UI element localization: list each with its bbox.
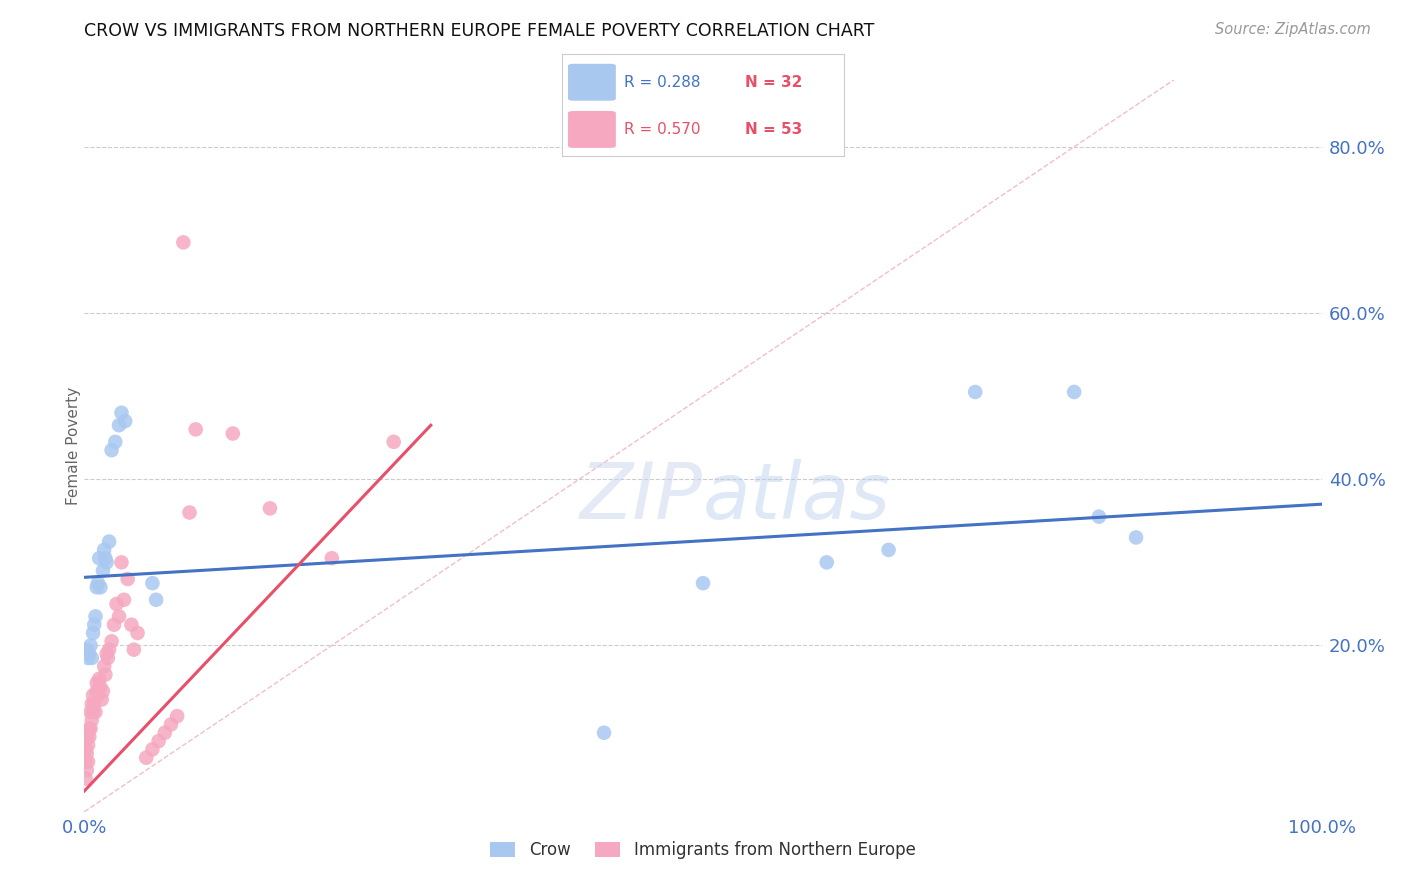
Point [1088,509,1111,524]
Text: Source: ZipAtlas.com: Source: ZipAtlas.com [1215,22,1371,37]
Point [76,763,98,777]
Point [93,542,115,557]
Point [135,750,157,764]
Point [593,725,616,739]
Point [148,734,170,748]
Legend: Crow, Immigrants from Northern Europe: Crow, Immigrants from Northern Europe [484,834,922,865]
Point [1063,384,1085,399]
Point [79,722,101,736]
Point [815,555,838,569]
Point [108,418,131,433]
Point [89,672,111,686]
Point [117,572,139,586]
Point [90,692,112,706]
FancyBboxPatch shape [568,111,616,148]
Point [114,414,136,428]
Point [382,434,405,449]
Text: N = 53: N = 53 [745,122,803,137]
Point [76,747,98,761]
Point [87,576,110,591]
Point [104,434,127,449]
Point [79,639,101,653]
Point [84,609,107,624]
Point [82,689,104,703]
Point [91,564,114,578]
Text: CROW VS IMMIGRANTS FROM NORTHERN EUROPE FEMALE POVERTY CORRELATION CHART: CROW VS IMMIGRANTS FROM NORTHERN EUROPE … [84,22,875,40]
Point [75,755,97,769]
Point [82,626,104,640]
Point [83,617,105,632]
Y-axis label: Female Poverty: Female Poverty [66,387,80,505]
Point [160,717,183,731]
Point [77,755,100,769]
Point [76,642,98,657]
Point [94,667,117,681]
Point [98,534,121,549]
FancyBboxPatch shape [568,64,616,101]
Point [103,617,125,632]
Point [179,506,201,520]
Point [127,626,149,640]
Point [877,542,900,557]
Point [122,642,145,657]
Point [76,730,98,744]
Point [100,634,122,648]
Point [96,647,118,661]
Point [80,697,103,711]
Point [91,684,114,698]
Text: R = 0.570: R = 0.570 [624,122,700,137]
Point [110,555,132,569]
Point [77,651,100,665]
Point [100,443,122,458]
Point [105,597,128,611]
Point [110,406,132,420]
Point [97,651,120,665]
Point [692,576,714,591]
Point [86,676,108,690]
Point [84,705,107,719]
Point [108,609,131,624]
Point [89,580,111,594]
Text: ZIP: ZIP [581,459,703,535]
Point [321,551,343,566]
Point [94,551,117,566]
Point [79,705,101,719]
Point [145,592,167,607]
Point [141,576,163,591]
Point [83,697,105,711]
Point [87,689,110,703]
Text: atlas: atlas [703,459,891,535]
Point [222,426,245,441]
Point [86,580,108,594]
Point [172,235,194,250]
Point [120,617,142,632]
Point [75,772,97,786]
Point [80,714,103,728]
Point [98,642,121,657]
Point [75,742,97,756]
Point [77,738,100,752]
Point [82,705,104,719]
Point [965,384,987,399]
Point [153,725,176,739]
Point [166,709,188,723]
Point [112,592,135,607]
Point [79,730,101,744]
Point [89,680,111,694]
Point [1125,530,1147,544]
Text: R = 0.288: R = 0.288 [624,75,700,90]
Point [80,651,103,665]
Point [79,722,101,736]
Text: N = 32: N = 32 [745,75,803,90]
Point [141,742,163,756]
Point [184,422,207,436]
Point [89,551,111,566]
Point [79,647,101,661]
Point [86,684,108,698]
Point [93,659,115,673]
Point [96,555,118,569]
Point [259,501,281,516]
